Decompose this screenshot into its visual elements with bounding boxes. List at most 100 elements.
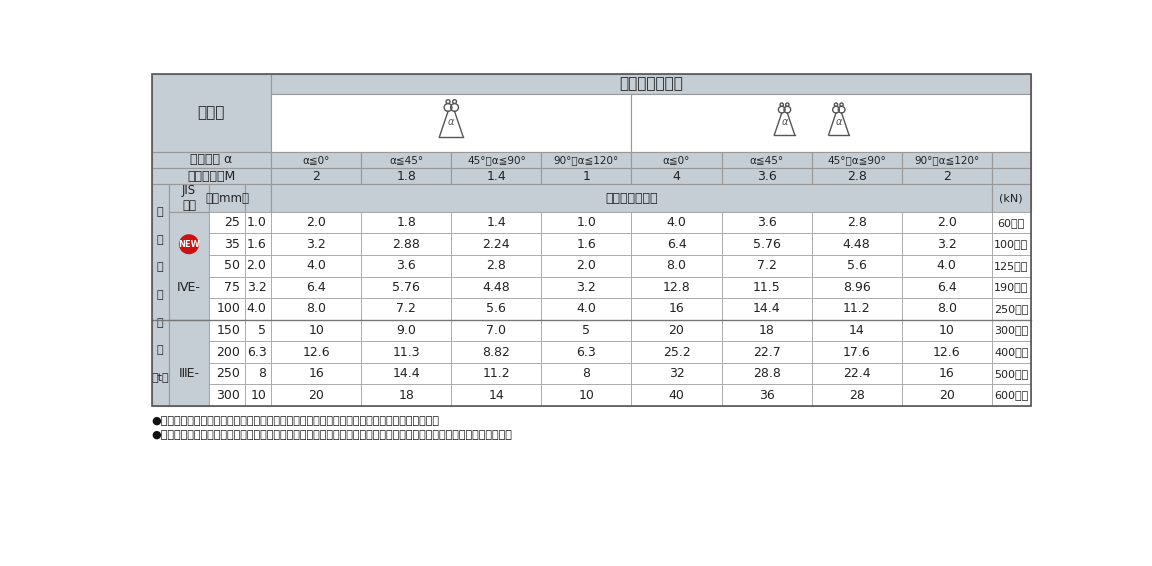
Bar [631,341,721,363]
Bar [210,363,244,384]
Text: 4.0: 4.0 [576,302,597,315]
Text: 20: 20 [939,389,955,402]
Text: 45°＜α≦90°: 45°＜α≦90° [827,155,886,165]
Text: 2.0: 2.0 [247,259,266,272]
Text: 3.6: 3.6 [757,216,776,229]
Bar [210,184,244,212]
Text: 2.24: 2.24 [483,238,510,251]
Bar [992,255,1031,277]
Text: 11.2: 11.2 [843,302,871,315]
Text: 10: 10 [939,324,955,337]
Text: 16: 16 [309,367,324,380]
Text: 5.6: 5.6 [847,259,866,272]
Bar [244,233,271,255]
Bar [362,233,452,255]
Text: 12.8: 12.8 [662,281,690,294]
Bar [541,255,631,277]
Text: ●スリングの使用荷重は荷の吊り方により変化します。上記の使用荷重以下でご使用ください。: ●スリングの使用荷重は荷の吊り方により変化します。上記の使用荷重以下でご使用くだ… [152,417,440,426]
Bar [541,384,631,406]
Text: つり角度 α: つり角度 α [190,153,233,166]
Text: 1.0: 1.0 [247,216,266,229]
Text: 60以上: 60以上 [998,218,1025,228]
Text: 4.48: 4.48 [483,281,510,294]
Bar [452,277,541,298]
Text: 5.6: 5.6 [486,302,506,315]
Bar [902,320,992,341]
Text: 3.6: 3.6 [396,259,416,272]
Text: 16: 16 [939,367,955,380]
Bar [271,255,362,277]
Bar [631,152,721,168]
Text: 4.0: 4.0 [937,259,957,272]
Bar [362,255,452,277]
Text: 90°＜α≦120°: 90°＜α≦120° [554,155,619,165]
Bar [902,341,992,363]
Bar [721,341,812,363]
Text: 75: 75 [225,281,240,294]
Text: 2.8: 2.8 [486,259,506,272]
Bar [992,212,1031,233]
Text: 2.8: 2.8 [847,216,866,229]
Bar [812,341,902,363]
Bar [541,363,631,384]
Bar [271,341,362,363]
Text: 11.5: 11.5 [752,281,781,294]
Text: 7.2: 7.2 [757,259,776,272]
Bar [452,363,541,384]
Bar [271,212,362,233]
Text: α≦0°: α≦0° [662,155,690,165]
Bar [631,320,721,341]
Bar [631,255,721,277]
Bar [992,277,1031,298]
Bar [152,168,271,184]
Bar [452,384,541,406]
Bar [631,277,721,298]
Text: 8: 8 [258,367,266,380]
Bar [152,152,271,168]
Text: つり方: つり方 [198,105,225,121]
Bar [902,277,992,298]
Text: (kN): (kN) [1000,193,1023,203]
Text: 2: 2 [942,170,950,183]
Bar [812,233,902,255]
Text: JIS
表示: JIS 表示 [182,184,196,212]
Text: （t）: （t） [151,373,169,383]
Text: 2.88: 2.88 [393,238,420,251]
Text: 5: 5 [583,324,591,337]
Text: 1.8: 1.8 [396,170,416,183]
Bar [244,184,271,212]
Text: 35: 35 [225,238,240,251]
Bar [362,384,452,406]
Bar [541,233,631,255]
Bar [362,341,452,363]
Bar [244,212,271,233]
Text: 400以上: 400以上 [994,347,1029,357]
Text: 250以上: 250以上 [994,304,1029,314]
Bar [452,168,541,184]
Bar [992,320,1031,341]
Bar [362,212,452,233]
Text: 14.4: 14.4 [752,302,780,315]
Text: 300以上: 300以上 [994,325,1029,336]
Text: 8.0: 8.0 [306,302,326,315]
Bar [902,363,992,384]
Bar [992,233,1031,255]
Bar [812,320,902,341]
Bar [210,212,244,233]
Bar [210,320,244,341]
Text: 3.6: 3.6 [757,170,776,183]
Text: 500以上: 500以上 [994,368,1029,379]
Text: 150: 150 [217,324,240,337]
Text: バスケットづり: バスケットづり [605,191,658,204]
Bar [812,363,902,384]
Text: 7.0: 7.0 [486,324,507,337]
Text: 3.2: 3.2 [306,238,326,251]
Text: 最: 最 [157,207,164,217]
Bar [812,255,902,277]
Text: 17.6: 17.6 [843,346,871,358]
Bar [271,184,992,212]
Bar [271,74,1031,94]
Text: 荷: 荷 [157,318,164,328]
Text: α≦45°: α≦45° [389,155,423,165]
Bar [812,384,902,406]
